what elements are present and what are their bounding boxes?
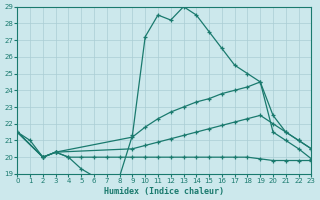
X-axis label: Humidex (Indice chaleur): Humidex (Indice chaleur) [104, 187, 224, 196]
